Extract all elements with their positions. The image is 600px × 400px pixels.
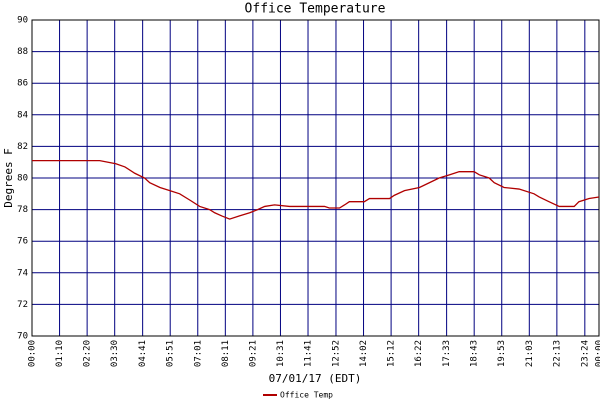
y-tick-label: 74 (17, 268, 28, 278)
data-line (32, 159, 600, 220)
x-tick-label: 18:43 (470, 340, 480, 367)
x-tick-label: 02:20 (83, 340, 93, 367)
chart-title: Office Temperature (245, 2, 386, 17)
x-tick-label: 23:24 (580, 340, 590, 367)
y-tick-label: 78 (17, 205, 28, 215)
x-tick-label: 22:13 (552, 340, 562, 367)
x-axis-label: 07/01/17 (EDT) (269, 372, 362, 385)
y-tick-label: 82 (17, 142, 28, 152)
x-tick-label: 00:00 (28, 340, 38, 367)
y-tick-label: 90 (17, 16, 28, 26)
x-tick-label: 15:12 (387, 340, 397, 367)
x-tick-label: 10:31 (276, 340, 286, 367)
x-tick-label: 09:21 (248, 340, 258, 367)
x-tick-label: 17:33 (442, 340, 452, 367)
y-tick-label: 70 (17, 332, 28, 342)
x-tick-label: 19:53 (497, 340, 507, 367)
x-tick-label: 03:30 (110, 340, 120, 367)
y-axis-label: Degrees F (2, 148, 15, 208)
x-tick-label: 16:22 (414, 340, 424, 367)
legend-label: Office Temp (280, 391, 333, 400)
x-tick-label: 08:11 (221, 340, 231, 367)
x-tick-label: 11:41 (304, 340, 314, 367)
plot-frame (31, 19, 600, 337)
x-tick-label: 00:00 (595, 340, 600, 367)
y-tick-label: 76 (17, 237, 28, 247)
y-tick-label: 88 (17, 47, 28, 57)
x-tick-label: 05:51 (166, 340, 176, 367)
y-tick-label: 80 (17, 174, 28, 184)
y-tick-label: 84 (17, 110, 28, 120)
y-tick-label: 86 (17, 79, 28, 89)
x-tick-label: 04:41 (138, 340, 148, 367)
x-tick-label: 21:03 (525, 340, 535, 367)
y-tick-label: 72 (17, 300, 28, 310)
x-tick-label: 01:10 (55, 340, 65, 367)
x-tick-label: 14:02 (359, 340, 369, 367)
x-tick-label: 12:52 (331, 340, 341, 367)
x-tick-label: 07:01 (193, 340, 203, 367)
